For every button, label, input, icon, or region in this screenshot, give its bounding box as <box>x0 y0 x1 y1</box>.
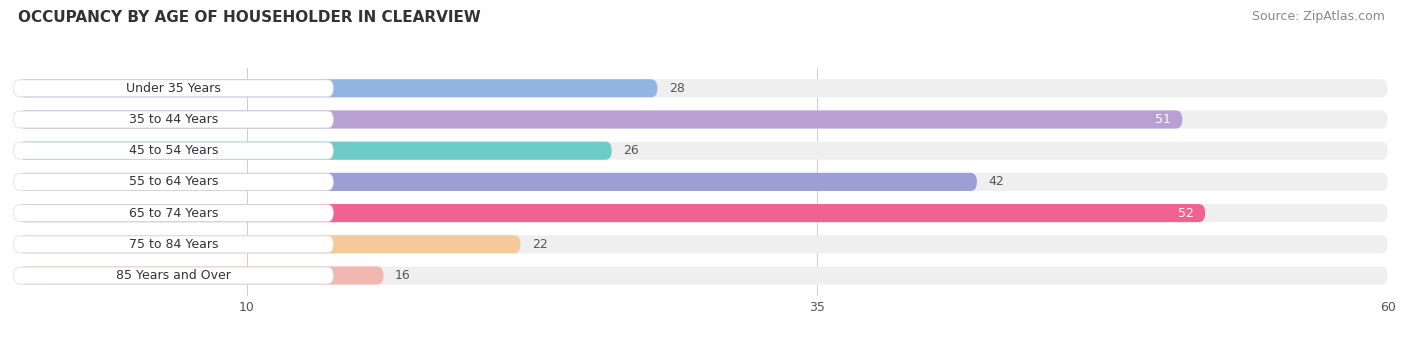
FancyBboxPatch shape <box>18 110 1388 129</box>
Text: 16: 16 <box>395 269 411 282</box>
FancyBboxPatch shape <box>18 235 520 253</box>
Text: 52: 52 <box>1178 207 1194 220</box>
FancyBboxPatch shape <box>18 267 1388 285</box>
FancyBboxPatch shape <box>18 204 1205 222</box>
FancyBboxPatch shape <box>18 267 384 285</box>
Text: 85 Years and Over: 85 Years and Over <box>117 269 231 282</box>
Text: 75 to 84 Years: 75 to 84 Years <box>129 238 218 251</box>
FancyBboxPatch shape <box>14 80 333 97</box>
FancyBboxPatch shape <box>14 267 333 284</box>
FancyBboxPatch shape <box>18 110 1182 129</box>
Text: 65 to 74 Years: 65 to 74 Years <box>129 207 218 220</box>
Text: Source: ZipAtlas.com: Source: ZipAtlas.com <box>1251 10 1385 23</box>
FancyBboxPatch shape <box>18 173 977 191</box>
Text: OCCUPANCY BY AGE OF HOUSEHOLDER IN CLEARVIEW: OCCUPANCY BY AGE OF HOUSEHOLDER IN CLEAR… <box>18 10 481 25</box>
Text: 22: 22 <box>531 238 547 251</box>
FancyBboxPatch shape <box>14 205 333 222</box>
FancyBboxPatch shape <box>14 173 333 190</box>
FancyBboxPatch shape <box>18 235 1388 253</box>
Text: Under 35 Years: Under 35 Years <box>127 82 221 95</box>
FancyBboxPatch shape <box>14 142 333 159</box>
Text: 26: 26 <box>623 144 638 157</box>
FancyBboxPatch shape <box>18 173 1388 191</box>
FancyBboxPatch shape <box>18 79 658 97</box>
FancyBboxPatch shape <box>18 204 1388 222</box>
Text: 45 to 54 Years: 45 to 54 Years <box>129 144 218 157</box>
FancyBboxPatch shape <box>18 142 612 160</box>
Text: 35 to 44 Years: 35 to 44 Years <box>129 113 218 126</box>
FancyBboxPatch shape <box>14 236 333 253</box>
FancyBboxPatch shape <box>14 111 333 128</box>
Text: 42: 42 <box>988 175 1004 188</box>
FancyBboxPatch shape <box>18 79 1388 97</box>
Text: 51: 51 <box>1154 113 1171 126</box>
Text: 28: 28 <box>669 82 685 95</box>
Text: 55 to 64 Years: 55 to 64 Years <box>129 175 218 188</box>
FancyBboxPatch shape <box>18 142 1388 160</box>
